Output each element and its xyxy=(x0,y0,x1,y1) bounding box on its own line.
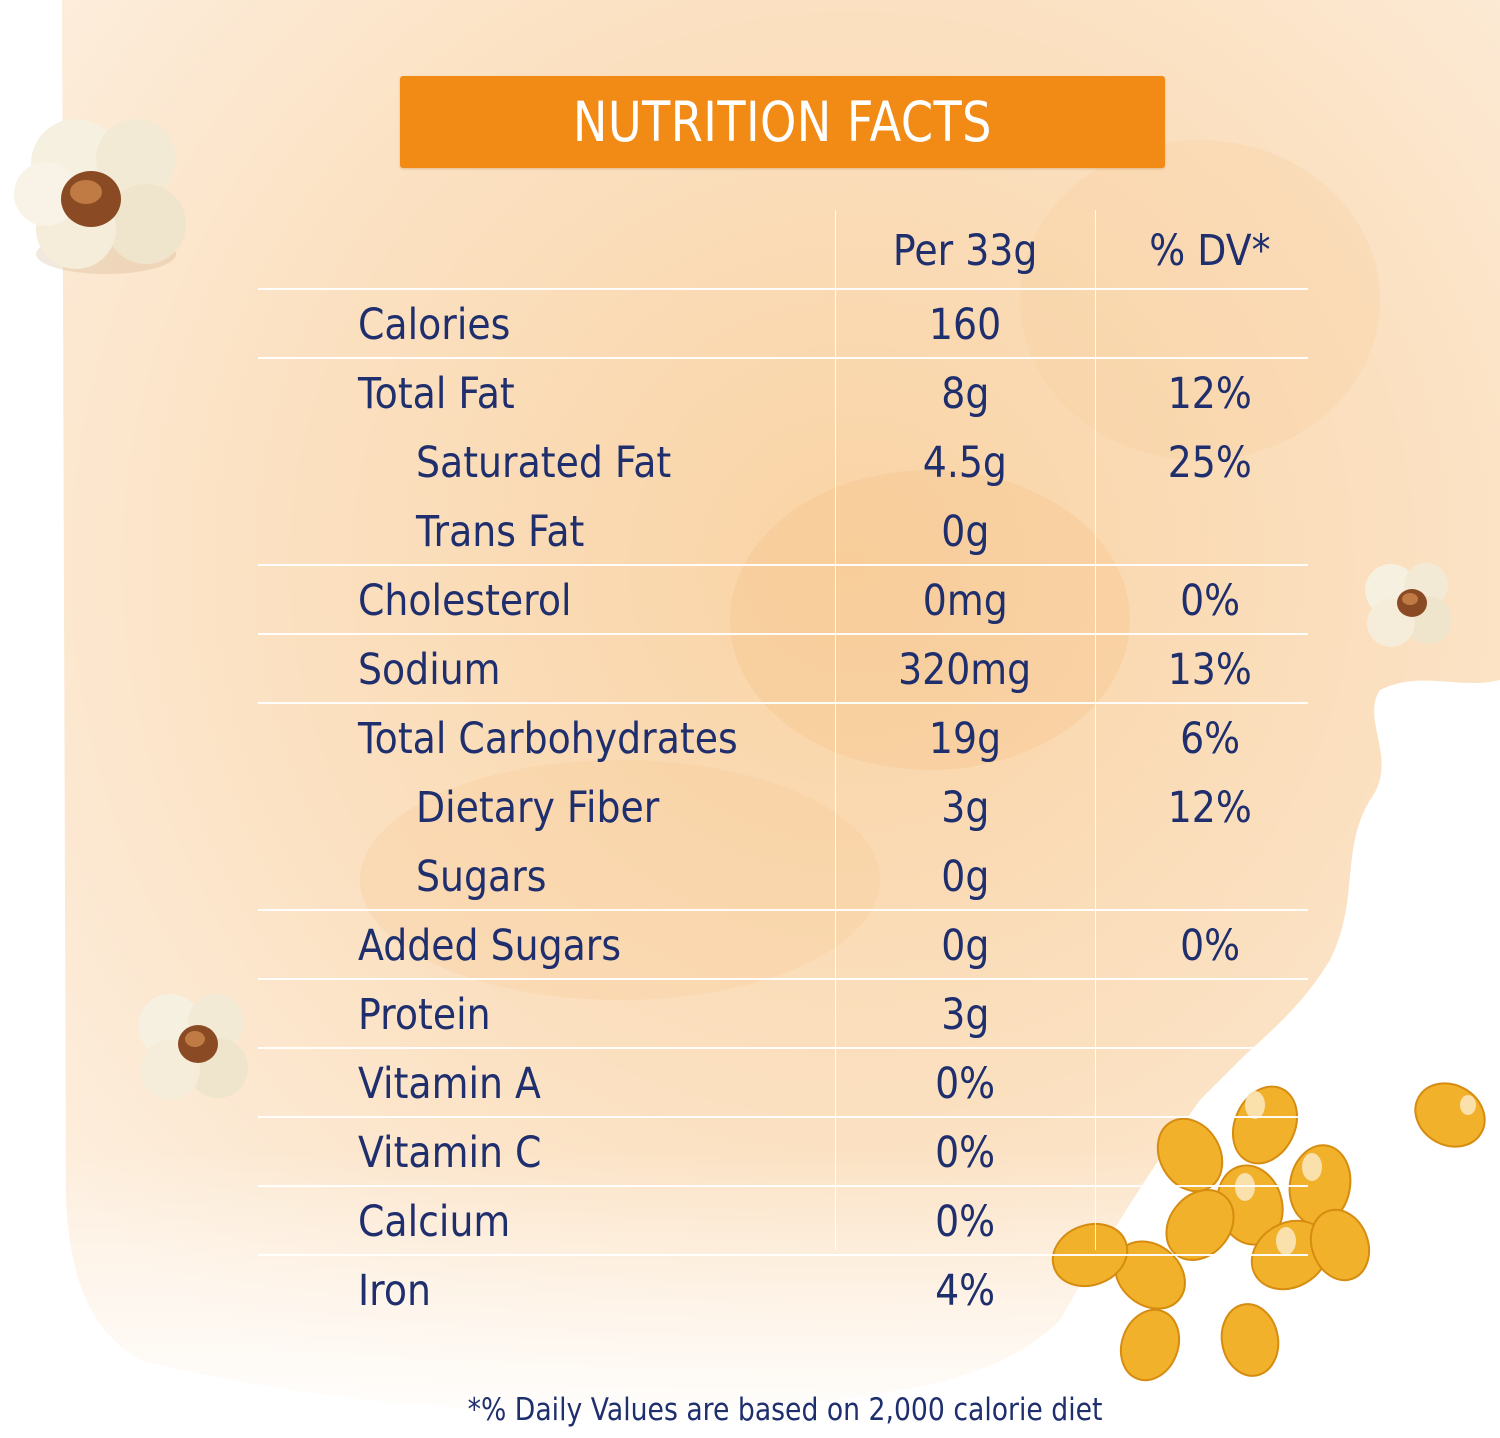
nutrient-amount: 3g xyxy=(940,782,990,833)
column-divider xyxy=(835,210,836,1250)
table-row: Added Sugars 0g 0% xyxy=(258,911,1308,980)
row-divider xyxy=(258,564,1308,566)
corn-kernels-icon xyxy=(1051,1082,1486,1382)
nutrient-daily-value xyxy=(1095,290,1325,359)
page-title: NUTRITION FACTS xyxy=(572,90,992,154)
nutrient-name: Total Fat xyxy=(358,368,515,419)
nutrient-amount: 0mg xyxy=(922,575,1008,626)
nutrient-name: Vitamin C xyxy=(358,1127,542,1178)
table-row: Sugars 0g xyxy=(258,842,1308,911)
row-divider xyxy=(258,1185,1308,1187)
nutrient-amount: 0% xyxy=(934,1127,996,1178)
table-row: Vitamin A 0% xyxy=(258,1049,1308,1118)
table-row: Protein 3g xyxy=(258,980,1308,1049)
nutrient-name: Total Carbohydrates xyxy=(358,713,738,764)
nutrient-amount: 0% xyxy=(934,1058,996,1109)
nutrient-name: Vitamin A xyxy=(358,1058,541,1109)
table-row: Iron 4% xyxy=(258,1256,1308,1325)
nutrient-amount: 0g xyxy=(940,506,990,557)
nutrition-table: Per 33g % DV* Calories 160 Total Fat 8g 12% S… xyxy=(258,210,1308,1325)
popcorn-icon xyxy=(138,994,248,1100)
nutrient-amount: 0g xyxy=(940,920,990,971)
nutrient-name: Trans Fat xyxy=(416,506,585,557)
row-divider xyxy=(258,1254,1308,1256)
nutrient-daily-value xyxy=(1095,842,1325,911)
popcorn-icon xyxy=(14,119,186,274)
nutrient-daily-value: 12% xyxy=(1167,782,1253,833)
row-divider xyxy=(258,357,1308,359)
title-banner: NUTRITION FACTS xyxy=(400,76,1165,168)
nutrient-name: Calories xyxy=(358,299,511,350)
popcorn-icon xyxy=(1365,563,1452,647)
nutrient-name: Sodium xyxy=(358,644,501,695)
row-divider xyxy=(258,1116,1308,1118)
nutrient-name: Sugars xyxy=(416,851,547,902)
nutrient-amount: 4% xyxy=(934,1265,996,1316)
nutrient-amount: 19g xyxy=(928,713,1002,764)
table-row: Cholesterol 0mg 0% xyxy=(258,566,1308,635)
nutrient-name: Added Sugars xyxy=(358,920,622,971)
nutrient-daily-value: 6% xyxy=(1179,713,1241,764)
nutrient-daily-value: 0% xyxy=(1179,575,1241,626)
row-divider xyxy=(258,1047,1308,1049)
footnote: *% Daily Values are based on 2,000 calor… xyxy=(467,1392,1103,1428)
nutrient-daily-value xyxy=(1095,980,1325,1049)
table-row: Vitamin C 0% xyxy=(258,1118,1308,1187)
nutrient-daily-value xyxy=(1095,1187,1325,1256)
nutrient-name: Cholesterol xyxy=(358,575,572,626)
nutrient-amount: 160 xyxy=(928,299,1002,350)
nutrient-name: Protein xyxy=(358,989,491,1040)
nutrient-amount: 320mg xyxy=(898,644,1032,695)
nutrient-daily-value xyxy=(1095,497,1325,566)
nutrient-daily-value: 13% xyxy=(1167,644,1253,695)
row-divider xyxy=(258,702,1308,704)
column-divider xyxy=(1095,210,1096,1250)
table-row: Trans Fat 0g xyxy=(258,497,1308,566)
table-header-row: Per 33g % DV* xyxy=(258,210,1308,290)
table-row: Calcium 0% xyxy=(258,1187,1308,1256)
table-row: Saturated Fat 4.5g 25% xyxy=(258,428,1308,497)
nutrient-daily-value xyxy=(1095,1049,1325,1118)
dv-column-header: % DV* xyxy=(1149,226,1271,276)
nutrient-amount: 3g xyxy=(940,989,990,1040)
nutrient-daily-value: 12% xyxy=(1167,368,1253,419)
nutrient-amount: 4.5g xyxy=(922,437,1008,488)
table-row: Sodium 320mg 13% xyxy=(258,635,1308,704)
nutrient-amount: 0g xyxy=(940,851,990,902)
nutrient-daily-value: 0% xyxy=(1179,920,1241,971)
amount-column-header: Per 33g xyxy=(892,226,1038,276)
nutrient-name: Iron xyxy=(358,1265,432,1316)
nutrient-amount: 0% xyxy=(934,1196,996,1247)
nutrient-name: Dietary Fiber xyxy=(416,782,660,833)
nutrient-daily-value xyxy=(1095,1256,1325,1325)
nutrient-daily-value: 25% xyxy=(1167,437,1253,488)
table-row: Total Carbohydrates 19g 6% xyxy=(258,704,1308,773)
table-row: Dietary Fiber 3g 12% xyxy=(258,773,1308,842)
table-row: Total Fat 8g 12% xyxy=(258,359,1308,428)
nutrient-amount: 8g xyxy=(940,368,990,419)
nutrient-name: Calcium xyxy=(358,1196,511,1247)
row-divider xyxy=(258,978,1308,980)
nutrient-daily-value xyxy=(1095,1118,1325,1187)
row-divider xyxy=(258,633,1308,635)
row-divider xyxy=(258,909,1308,911)
table-row: Calories 160 xyxy=(258,290,1308,359)
nutrient-name: Saturated Fat xyxy=(416,437,672,488)
